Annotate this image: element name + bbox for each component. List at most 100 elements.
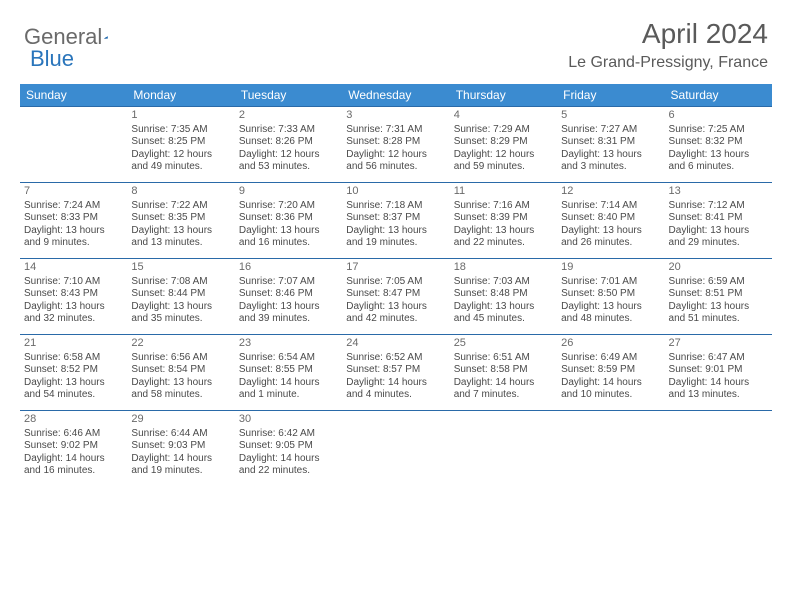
sunset-line: Sunset: 8:33 PM	[24, 212, 123, 225]
daylight-line-1: Daylight: 13 hours	[454, 225, 553, 238]
sunrise-line: Sunrise: 6:51 AM	[454, 352, 553, 365]
sunset-line: Sunset: 8:50 PM	[561, 288, 660, 301]
daylight-line-2: and 54 minutes.	[24, 389, 123, 402]
day-cell: 16Sunrise: 7:07 AMSunset: 8:46 PMDayligh…	[235, 259, 342, 335]
title-block: April 2024 Le Grand-Pressigny, France	[568, 18, 768, 72]
day-cell: 26Sunrise: 6:49 AMSunset: 8:59 PMDayligh…	[557, 335, 664, 411]
daylight-line-2: and 49 minutes.	[131, 161, 230, 174]
day-number: 5	[561, 109, 660, 123]
daylight-line-2: and 45 minutes.	[454, 313, 553, 326]
day-number: 23	[239, 337, 338, 351]
day-number: 19	[561, 261, 660, 275]
daylight-line-2: and 56 minutes.	[346, 161, 445, 174]
week-row: 28Sunrise: 6:46 AMSunset: 9:02 PMDayligh…	[20, 411, 772, 487]
sunset-line: Sunset: 9:05 PM	[239, 440, 338, 453]
day-cell: 12Sunrise: 7:14 AMSunset: 8:40 PMDayligh…	[557, 183, 664, 259]
sunset-line: Sunset: 8:43 PM	[24, 288, 123, 301]
day-cell: 1Sunrise: 7:35 AMSunset: 8:25 PMDaylight…	[127, 107, 234, 183]
day-number: 8	[131, 185, 230, 199]
sunset-line: Sunset: 8:39 PM	[454, 212, 553, 225]
week-row: 14Sunrise: 7:10 AMSunset: 8:43 PM Dayligh…	[20, 259, 772, 335]
daylight-line-1: Daylight: 13 hours	[669, 149, 768, 162]
sunset-line: Sunset: 8:55 PM	[239, 364, 338, 377]
day-number: 14	[24, 261, 123, 275]
sunset-line: Sunset: 8:41 PM	[669, 212, 768, 225]
daylight-line-2: and 10 minutes.	[561, 389, 660, 402]
sunset-line: Sunset: 8:40 PM	[561, 212, 660, 225]
daylight-line-2: and 19 minutes.	[346, 237, 445, 250]
day-cell: 9Sunrise: 7:20 AMSunset: 8:36 PMDaylight…	[235, 183, 342, 259]
daylight-line-2: and 6 minutes.	[669, 161, 768, 174]
day-number: 9	[239, 185, 338, 199]
day-cell: 2Sunrise: 7:33 AMSunset: 8:26 PMDaylight…	[235, 107, 342, 183]
daylight-line-2: and 59 minutes.	[454, 161, 553, 174]
sunset-line: Sunset: 8:25 PM	[131, 136, 230, 149]
daylight-line-1: Daylight: 13 hours	[131, 225, 230, 238]
daylight-line-2: and 3 minutes.	[561, 161, 660, 174]
day-number: 30	[239, 413, 338, 427]
day-cell: 28Sunrise: 6:46 AMSunset: 9:02 PMDayligh…	[20, 411, 127, 487]
dow-sunday: Sunday	[20, 84, 127, 107]
sunset-line: Sunset: 8:31 PM	[561, 136, 660, 149]
daylight-line-1: Daylight: 13 hours	[239, 301, 338, 314]
day-cell: 25Sunrise: 6:51 AMSunset: 8:58 PMDayligh…	[450, 335, 557, 411]
day-cell: 21Sunrise: 6:58 AMSunset: 8:52 PMDayligh…	[20, 335, 127, 411]
daylight-line-1: Daylight: 14 hours	[454, 377, 553, 390]
daylight-line-2: and 26 minutes.	[561, 237, 660, 250]
day-number: 18	[454, 261, 553, 275]
daylight-line-1: Daylight: 12 hours	[131, 149, 230, 162]
calendar-table: Sunday Monday Tuesday Wednesday Thursday…	[20, 84, 772, 487]
sunset-line: Sunset: 8:44 PM	[131, 288, 230, 301]
sunset-line: Sunset: 8:57 PM	[346, 364, 445, 377]
sunset-line: Sunset: 8:26 PM	[239, 136, 338, 149]
daylight-line-2: and 7 minutes.	[454, 389, 553, 402]
daylight-line-1: Daylight: 13 hours	[346, 225, 445, 238]
day-cell	[450, 411, 557, 487]
day-number: 7	[24, 185, 123, 199]
sunrise-line: Sunrise: 6:58 AM	[24, 352, 123, 365]
week-row: 1Sunrise: 7:35 AMSunset: 8:25 PMDaylight…	[20, 107, 772, 183]
sunset-line: Sunset: 9:01 PM	[669, 364, 768, 377]
logo-text-blue: Blue	[30, 46, 74, 72]
daylight-line-1: Daylight: 14 hours	[239, 377, 338, 390]
sunrise-line: Sunrise: 7:18 AM	[346, 200, 445, 213]
day-of-week-row: Sunday Monday Tuesday Wednesday Thursday…	[20, 84, 772, 107]
sunrise-line: Sunrise: 6:42 AM	[239, 428, 338, 441]
sunrise-line: Sunrise: 7:24 AM	[24, 200, 123, 213]
daylight-line-2: and 13 minutes.	[131, 237, 230, 250]
day-number: 21	[24, 337, 123, 351]
day-cell: 6Sunrise: 7:25 AMSunset: 8:32 PMDaylight…	[665, 107, 772, 183]
daylight-line-2: and 16 minutes.	[239, 237, 338, 250]
daylight-line-1: Daylight: 14 hours	[346, 377, 445, 390]
sunrise-line: Sunrise: 7:14 AM	[561, 200, 660, 213]
sunset-line: Sunset: 8:58 PM	[454, 364, 553, 377]
daylight-line-1: Daylight: 13 hours	[561, 225, 660, 238]
day-cell: 11Sunrise: 7:16 AMSunset: 8:39 PMDayligh…	[450, 183, 557, 259]
month-title: April 2024	[568, 18, 768, 50]
daylight-line-2: and 13 minutes.	[669, 389, 768, 402]
day-number: 29	[131, 413, 230, 427]
sunrise-line: Sunrise: 7:10 AM	[24, 276, 123, 289]
daylight-line-1: Daylight: 14 hours	[131, 453, 230, 466]
day-number: 27	[669, 337, 768, 351]
daylight-line-2: and 42 minutes.	[346, 313, 445, 326]
day-cell: 8Sunrise: 7:22 AMSunset: 8:35 PMDaylight…	[127, 183, 234, 259]
day-number: 16	[239, 261, 338, 275]
sunrise-line: Sunrise: 7:31 AM	[346, 124, 445, 137]
sunset-line: Sunset: 8:59 PM	[561, 364, 660, 377]
day-number: 12	[561, 185, 660, 199]
sunset-line: Sunset: 8:48 PM	[454, 288, 553, 301]
sunset-line: Sunset: 9:02 PM	[24, 440, 123, 453]
week-row: 21Sunrise: 6:58 AMSunset: 8:52 PMDayligh…	[20, 335, 772, 411]
sunrise-line: Sunrise: 7:07 AM	[239, 276, 338, 289]
sunset-line: Sunset: 8:37 PM	[346, 212, 445, 225]
dow-saturday: Saturday	[665, 84, 772, 107]
week-row: 7Sunrise: 7:24 AMSunset: 8:33 PM Daylight…	[20, 183, 772, 259]
sunrise-line: Sunrise: 6:49 AM	[561, 352, 660, 365]
sunset-line: Sunset: 8:54 PM	[131, 364, 230, 377]
daylight-line-1: Daylight: 12 hours	[454, 149, 553, 162]
daylight-line-2: and 29 minutes.	[669, 237, 768, 250]
daylight-line-1: Daylight: 14 hours	[561, 377, 660, 390]
day-number: 22	[131, 337, 230, 351]
daylight-line-1: Daylight: 14 hours	[24, 453, 123, 466]
